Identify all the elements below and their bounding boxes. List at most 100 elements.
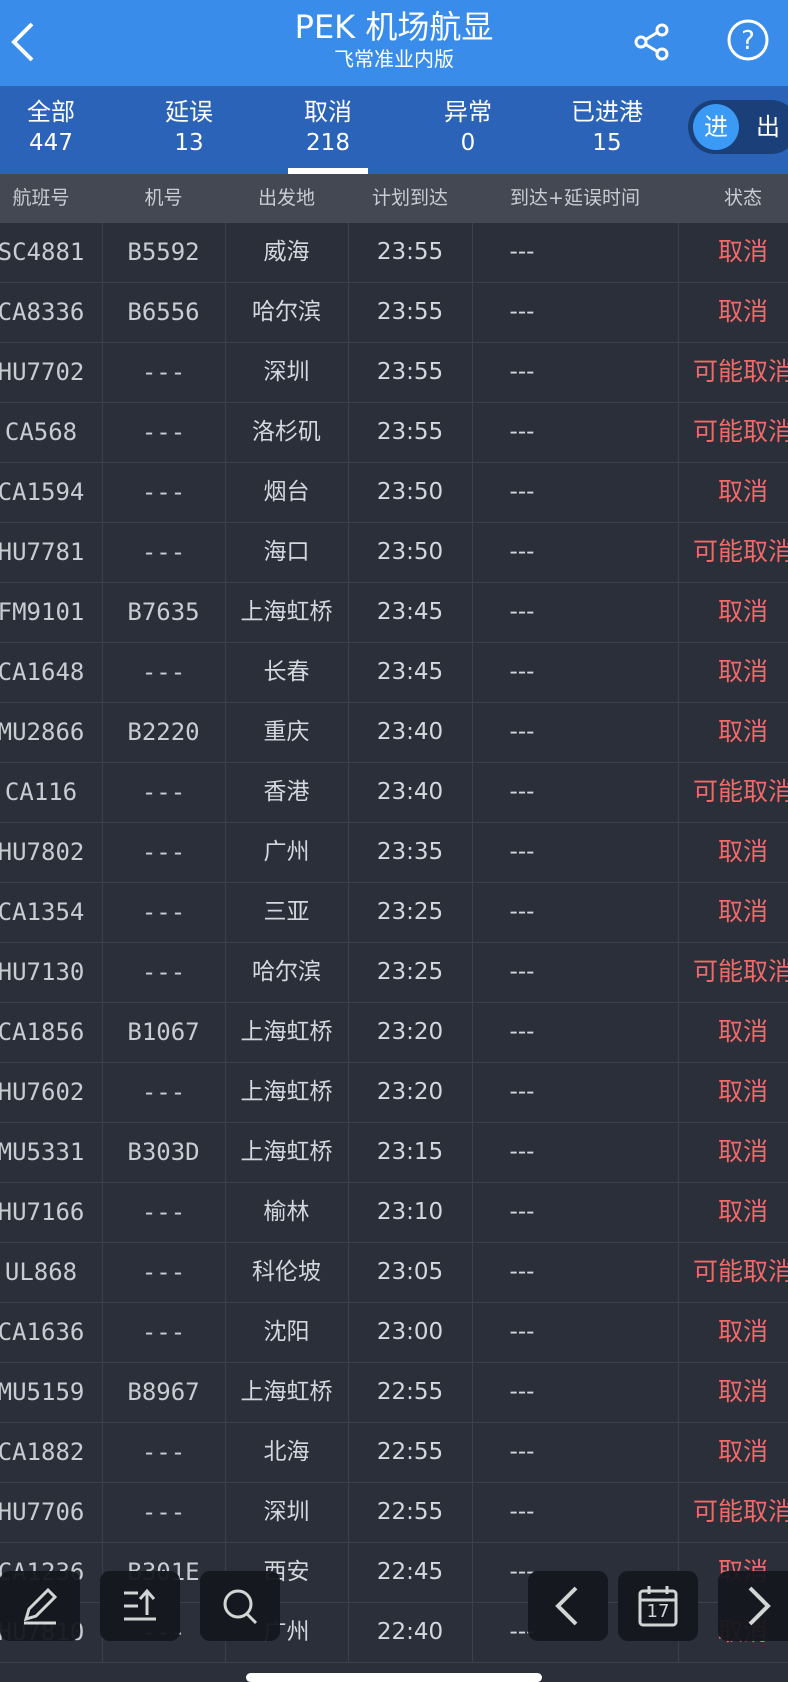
divider — [348, 403, 349, 463]
divider — [225, 1123, 226, 1183]
search-button[interactable] — [200, 1571, 280, 1641]
flight-row[interactable]: HU7702 --- 深圳 23:55 --- 可能取消 — [0, 343, 788, 403]
sort-button[interactable] — [100, 1571, 180, 1641]
status: 可能取消 — [692, 1497, 788, 1526]
flight-row[interactable]: UL868 --- 科伦坡 23:05 --- 可能取消 — [0, 1243, 788, 1303]
toggle-off[interactable]: 出 — [756, 113, 780, 141]
flight-row[interactable]: HU7130 --- 哈尔滨 23:25 --- 可能取消 — [0, 943, 788, 1003]
divider — [472, 1603, 473, 1663]
flight-row[interactable]: CA568 --- 洛杉矶 23:55 --- 可能取消 — [0, 403, 788, 463]
flight-row[interactable]: HU7602 --- 上海虹桥 23:20 --- 取消 — [0, 1063, 788, 1123]
tab[interactable]: 延误 13 — [129, 96, 249, 158]
flight-row[interactable]: CA8336 B6556 哈尔滨 23:55 --- 取消 — [0, 283, 788, 343]
divider — [472, 823, 473, 883]
column-label: 状态 — [723, 187, 762, 209]
prev-button[interactable] — [528, 1571, 608, 1641]
flight-row[interactable]: HU7166 --- 榆林 23:10 --- 取消 — [0, 1183, 788, 1243]
divider — [102, 1003, 103, 1063]
flight-row[interactable]: CA116 --- 香港 23:40 --- 可能取消 — [0, 763, 788, 823]
column-label: 机号 — [144, 187, 183, 209]
tab-label: 已进港 — [571, 98, 643, 126]
flight-row[interactable]: HU7802 --- 广州 23:35 --- 取消 — [0, 823, 788, 883]
divider — [225, 523, 226, 583]
divider — [102, 943, 103, 1003]
origin: 广州 — [263, 839, 310, 865]
status: 取消 — [717, 897, 768, 926]
divider — [678, 703, 679, 763]
aircraft: --- — [141, 358, 186, 386]
divider — [102, 1243, 103, 1303]
share-button[interactable] — [632, 22, 672, 62]
aircraft: --- — [141, 1438, 186, 1466]
tab[interactable]: 全部 447 — [0, 96, 111, 158]
flight-row[interactable]: CA1354 --- 三亚 23:25 --- 取消 — [0, 883, 788, 943]
scheduled-arrival: 23:05 — [376, 1259, 444, 1285]
column-header: 航班号 机号 出发地 计划到达 到达+延误时间 状态 — [0, 174, 788, 223]
divider — [678, 1363, 679, 1423]
delay-time: --- — [509, 1499, 535, 1525]
flight-row[interactable]: CA1648 --- 长春 23:45 --- 取消 — [0, 643, 788, 703]
delay-time: --- — [509, 1079, 535, 1105]
flight-row[interactable]: CA1882 --- 北海 22:55 --- 取消 — [0, 1423, 788, 1483]
delay-time: --- — [509, 779, 535, 805]
divider — [348, 1123, 349, 1183]
tab[interactable]: 已进港 15 — [547, 96, 667, 158]
next-button[interactable] — [718, 1571, 788, 1641]
flight-number: CA8336 — [0, 298, 85, 326]
divider — [472, 403, 473, 463]
divider — [225, 463, 226, 523]
back-button[interactable] — [8, 20, 38, 64]
tab[interactable]: 异常 0 — [408, 96, 528, 158]
divider — [102, 463, 103, 523]
column-label: 出发地 — [257, 187, 315, 209]
tab-label: 异常 — [444, 98, 492, 126]
aircraft: B1067 — [127, 1018, 200, 1046]
column-label: 到达+延误时间 — [510, 187, 640, 209]
edit-button[interactable] — [0, 1571, 80, 1641]
flight-row[interactable]: CA1594 --- 烟台 23:50 --- 取消 — [0, 463, 788, 523]
scheduled-arrival: 23:55 — [376, 299, 444, 325]
divider — [102, 1183, 103, 1243]
flight-row[interactable]: SC4881 B5592 威海 23:55 --- 取消 — [0, 223, 788, 283]
aircraft: B7635 — [127, 598, 200, 626]
delay-time: --- — [509, 839, 535, 865]
header: PEK 机场航显 飞常准业内版 ? — [0, 0, 788, 86]
divider — [225, 1063, 226, 1123]
flight-row[interactable]: HU7706 --- 深圳 22:55 --- 可能取消 — [0, 1483, 788, 1543]
flight-row[interactable]: FM9101 B7635 上海虹桥 23:45 --- 取消 — [0, 583, 788, 643]
divider — [225, 283, 226, 343]
flight-row[interactable]: MU5331 B303D 上海虹桥 23:15 --- 取消 — [0, 1123, 788, 1183]
divider — [225, 223, 226, 283]
aircraft: B2220 — [127, 718, 200, 746]
flight-number: CA1648 — [0, 658, 85, 686]
scheduled-arrival: 22:45 — [376, 1559, 444, 1585]
divider — [102, 1363, 103, 1423]
toggle-on[interactable]: 进 — [693, 104, 739, 150]
help-button[interactable]: ? — [726, 18, 770, 62]
status: 可能取消 — [692, 537, 788, 566]
flight-number: CA1594 — [0, 478, 85, 506]
divider — [472, 703, 473, 763]
scheduled-arrival: 22:55 — [376, 1439, 444, 1465]
scheduled-arrival: 22:55 — [376, 1379, 444, 1405]
toggle[interactable]: 进 出 — [688, 100, 788, 154]
aircraft: --- — [141, 658, 186, 686]
divider — [348, 1363, 349, 1423]
calendar-button[interactable]: 17 — [618, 1571, 698, 1641]
origin: 三亚 — [263, 899, 310, 925]
divider — [678, 883, 679, 943]
tab[interactable]: 取消 218 — [268, 96, 388, 174]
flight-number: HU7706 — [0, 1498, 85, 1526]
origin: 长春 — [263, 659, 310, 685]
scheduled-arrival: 23:35 — [376, 839, 444, 865]
delay-time: --- — [509, 359, 535, 385]
flight-row[interactable]: CA1856 B1067 上海虹桥 23:20 --- 取消 — [0, 1003, 788, 1063]
flight-row[interactable]: MU5159 B8967 上海虹桥 22:55 --- 取消 — [0, 1363, 788, 1423]
scheduled-arrival: 23:40 — [376, 719, 444, 745]
flight-row[interactable]: MU2866 B2220 重庆 23:40 --- 取消 — [0, 703, 788, 763]
flight-row[interactable]: HU7781 --- 海口 23:50 --- 可能取消 — [0, 523, 788, 583]
divider — [102, 1123, 103, 1183]
flight-row[interactable]: CA1636 --- 沈阳 23:00 --- 取消 — [0, 1303, 788, 1363]
divider — [348, 1603, 349, 1663]
flight-number: MU5159 — [0, 1378, 85, 1406]
